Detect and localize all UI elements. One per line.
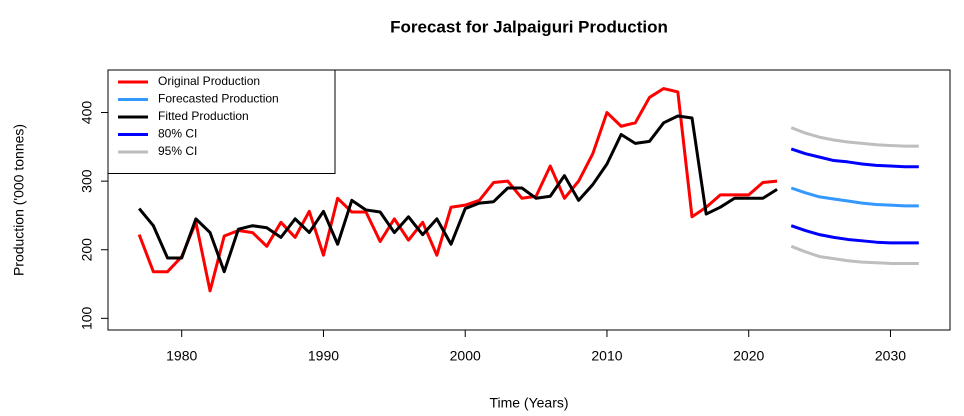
- series-line: [790, 126, 919, 148]
- y-tick-label: 100: [79, 306, 95, 330]
- legend-label: Forecasted Production: [158, 92, 279, 106]
- series-line: [790, 224, 919, 245]
- series-line: [790, 147, 919, 169]
- x-tick-label: 2020: [733, 348, 764, 364]
- series-line: [790, 244, 919, 265]
- chart-title: Forecast for Jalpaiguri Production: [390, 17, 668, 36]
- y-tick-label: 400: [79, 101, 95, 125]
- series-line: [790, 186, 919, 208]
- x-tick-label: 1990: [308, 348, 339, 364]
- x-tick-label: 2000: [450, 348, 481, 364]
- y-axis-label: Production ('000 tonnes): [11, 124, 27, 276]
- legend-label: Original Production: [158, 74, 260, 88]
- legend-box: [107, 69, 336, 174]
- x-tick-label: 1980: [166, 348, 197, 364]
- x-axis-label: Time (Years): [489, 395, 568, 411]
- x-tick-label: 2030: [875, 348, 906, 364]
- legend-label: 80% CI: [158, 127, 197, 141]
- series-line: [137, 87, 778, 293]
- series-line: [138, 114, 778, 274]
- x-tick-label: 2010: [591, 348, 622, 364]
- y-tick-label: 200: [79, 238, 95, 262]
- y-tick-label: 300: [79, 169, 95, 193]
- legend-label: Fitted Production: [158, 109, 249, 123]
- legend-label: 95% CI: [158, 144, 197, 158]
